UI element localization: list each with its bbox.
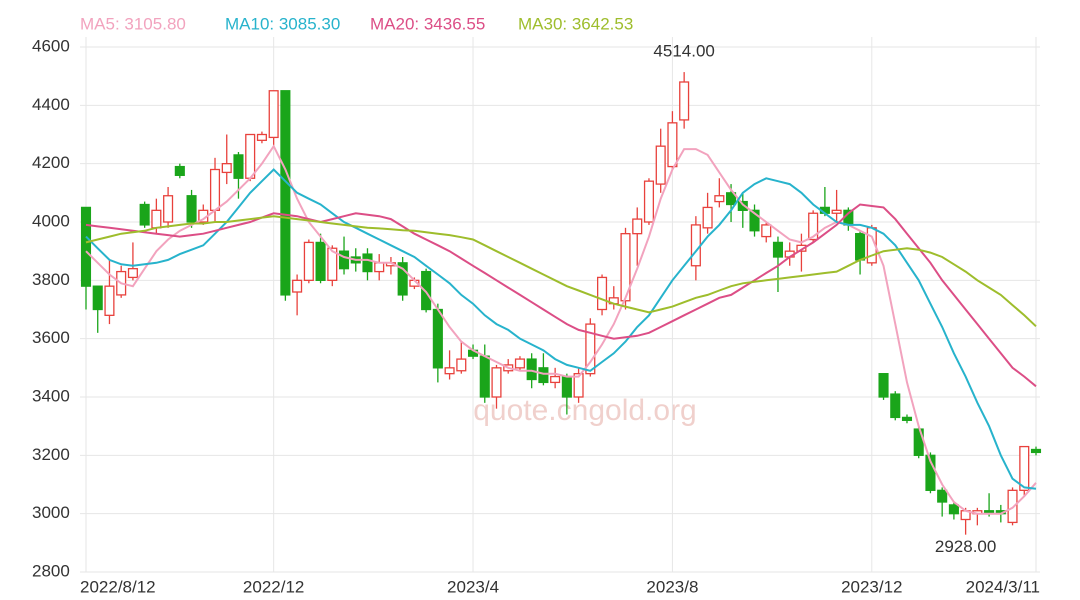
candle-body (421, 270, 432, 311)
candle-body (737, 200, 748, 211)
candle-body (362, 253, 373, 273)
y-tick-label: 4200 (32, 153, 70, 172)
candle-body (104, 285, 115, 316)
candle-body (667, 122, 678, 168)
candle-body (127, 268, 138, 279)
watermark: quote.cngold.org (473, 394, 697, 427)
candle-body (491, 367, 502, 398)
grid (80, 37, 1040, 573)
candle-body (233, 154, 244, 179)
candle-body (245, 133, 256, 179)
candle-body (597, 276, 608, 311)
candle-body (901, 416, 913, 421)
y-tick-label: 4600 (32, 36, 70, 55)
x-tick-label: 2023/8 (646, 577, 698, 596)
candle-body (315, 241, 326, 281)
x-tick-label: 2023/12 (841, 577, 902, 596)
candle-body (327, 247, 338, 281)
candle-body (397, 262, 408, 296)
candle-body (808, 212, 819, 241)
legend-entry: MA20: 3436.55 (370, 14, 485, 33)
candle-body (948, 504, 959, 515)
legend-entry: MA30: 3642.53 (518, 14, 633, 33)
annotation: 2928.00 (935, 537, 996, 556)
y-tick-label: 3000 (32, 503, 70, 522)
candle-body (303, 241, 314, 281)
candle-body (456, 358, 467, 372)
candle-body (163, 195, 174, 223)
legend-entry: MA10: 3085.30 (225, 14, 340, 33)
y-tick-label: 4000 (32, 211, 70, 230)
y-tick-label: 4400 (32, 95, 70, 114)
candle-body (772, 241, 784, 258)
candle-body (1030, 448, 1042, 454)
candle-body (855, 233, 866, 261)
x-tick-label: 2022/12 (243, 577, 304, 596)
candle-body (632, 218, 643, 235)
candle-body (80, 206, 92, 287)
candle-body (221, 163, 232, 174)
candle-body (714, 195, 725, 203)
candle-body (937, 489, 948, 503)
candle-body (690, 224, 701, 267)
candle-body (526, 358, 537, 381)
candle-body (550, 375, 561, 384)
candle-body (878, 373, 889, 398)
candle-body (151, 209, 162, 229)
y-tick-label: 3600 (32, 328, 70, 347)
ma-line (85, 144, 1037, 515)
candle-body (92, 285, 103, 311)
candle-body (679, 81, 690, 121)
candle-body (561, 375, 572, 398)
candle-body (444, 367, 455, 375)
candle-body (186, 195, 197, 223)
candle-body (585, 323, 596, 375)
candle-body (139, 203, 150, 226)
candle-body (256, 133, 267, 141)
candle-body (890, 393, 901, 419)
y-tick-label: 3200 (32, 445, 70, 464)
candle-body (538, 367, 549, 384)
candle-body (338, 250, 350, 270)
candle-body (292, 279, 303, 293)
candle-body (479, 355, 490, 398)
candle-body (831, 209, 842, 214)
x-tick-label: 2024/3/11 (966, 577, 1040, 596)
x-tick-label: 2023/4 (447, 577, 499, 596)
candle-body (925, 454, 936, 491)
candle-body (514, 358, 525, 369)
ma-line (85, 168, 1037, 490)
candle-body (209, 168, 221, 211)
candle-body (655, 145, 666, 185)
legend-entry: MA5: 3105.80 (80, 14, 186, 33)
candle-body (796, 244, 807, 252)
candle-body (702, 206, 713, 229)
x-tick-label: 2022/8/12 (80, 577, 156, 596)
candle-body (749, 209, 760, 232)
candle-body (174, 165, 185, 176)
ma-line (85, 203, 1037, 388)
annotation: 4514.00 (653, 42, 714, 61)
y-tick-label: 2800 (32, 561, 70, 580)
candle-body (761, 224, 772, 238)
candle-body (726, 192, 737, 206)
y-tick-label: 3400 (32, 386, 70, 405)
candle-body (432, 308, 443, 369)
candle-body (573, 373, 584, 398)
candle-body (620, 233, 631, 302)
candle-body (268, 90, 279, 139)
candle-body (1019, 445, 1030, 491)
y-tick-label: 3800 (32, 270, 70, 289)
candle-body (280, 90, 291, 296)
ma-line (85, 215, 1037, 328)
candle-body (643, 180, 655, 223)
candle-body (374, 262, 385, 273)
